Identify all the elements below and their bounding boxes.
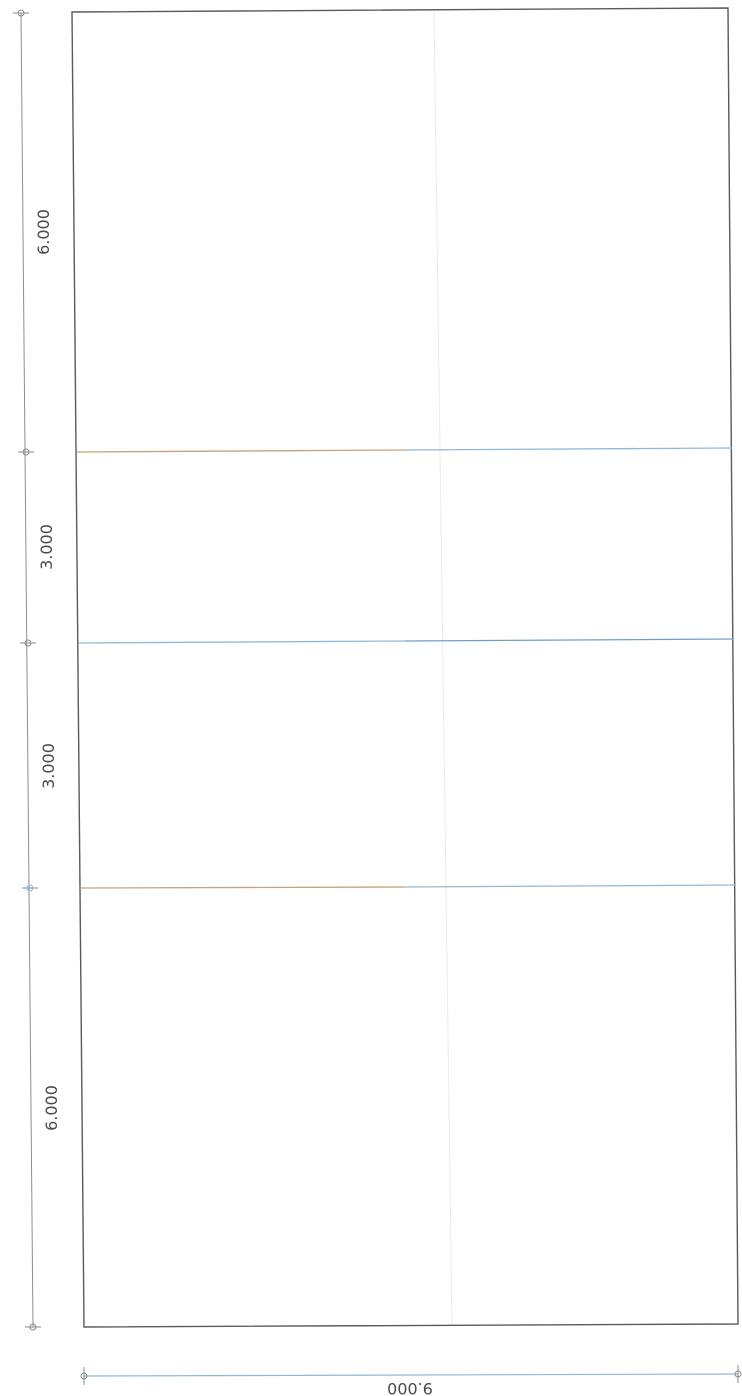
divider-line-1 <box>76 447 733 453</box>
dimension-tick-left <box>80 1367 88 1385</box>
dimension-label-4: 6.000 <box>42 1085 61 1131</box>
center-line <box>433 11 453 1327</box>
divider-line-3 <box>79 884 736 889</box>
vertical-dimension-ticks <box>13 9 41 1331</box>
dimension-tick-2 <box>18 448 34 456</box>
dimension-tick-3 <box>20 639 36 647</box>
dimension-tick-1 <box>13 9 29 17</box>
dimension-tick-5 <box>25 1323 41 1331</box>
dimension-tick-4 <box>22 884 38 892</box>
dimension-label-2: 3.000 <box>37 524 56 570</box>
vertical-dimension-line <box>20 12 34 1328</box>
dimension-tick-right <box>734 1365 742 1383</box>
horizontal-dimension-line <box>83 1373 739 1377</box>
plan-outline <box>71 7 739 1328</box>
horizontal-dimension-ticks <box>80 1365 742 1385</box>
dimension-label-1: 6.000 <box>34 209 53 255</box>
divider-line-2 <box>78 638 734 644</box>
dimension-label-3: 3.000 <box>39 743 58 789</box>
dimension-label-bottom: 9.000 <box>387 1379 433 1396</box>
